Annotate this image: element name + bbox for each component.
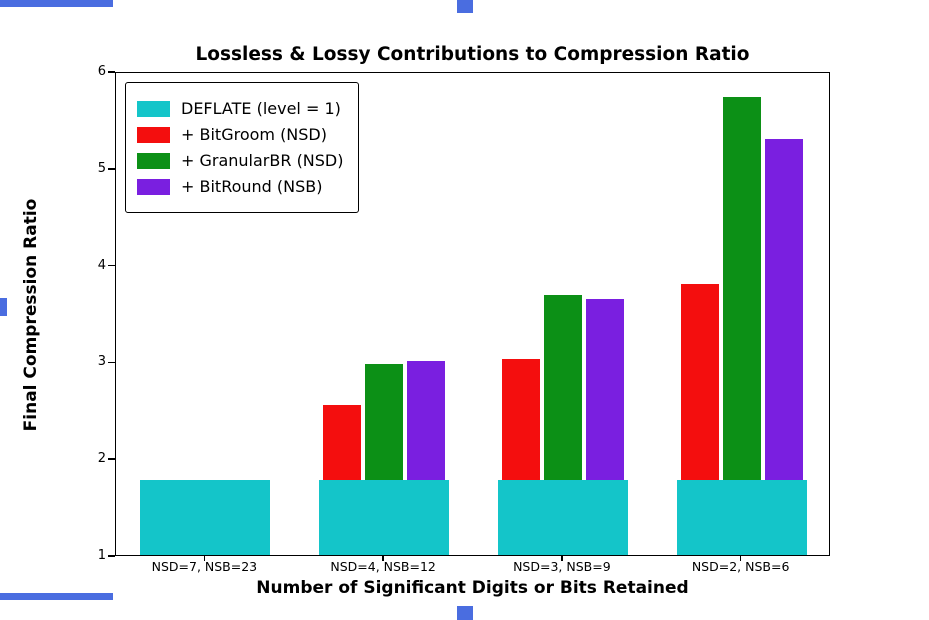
x-tick-label: NSD=7, NSB=23	[151, 559, 258, 574]
bar-overlay	[543, 294, 582, 480]
edge-marker-bottom-left	[0, 593, 113, 600]
y-tick-label: 2	[97, 451, 106, 467]
legend-label: + BitGroom (NSD)	[181, 125, 327, 144]
bar-baseline	[497, 479, 628, 555]
y-tick-mark	[108, 458, 115, 460]
legend-item: + BitGroom (NSD)	[137, 125, 344, 144]
y-tick-label: 1	[97, 548, 106, 563]
bar-overlay	[585, 299, 624, 480]
legend-label: + GranularBR (NSD)	[181, 151, 344, 170]
y-tick-label: 5	[97, 160, 106, 176]
plot-area: DEFLATE (level = 1) + BitGroom (NSD) + Gra…	[115, 72, 830, 556]
bar-overlay	[501, 358, 540, 480]
legend-swatch	[137, 100, 170, 117]
x-axis-label: Number of Significant Digits or Bits Ret…	[256, 578, 689, 598]
bar-baseline	[319, 479, 450, 555]
y-tick-mark	[108, 361, 115, 364]
bar-baseline	[140, 479, 271, 555]
y-tick-mark	[108, 71, 115, 73]
legend-swatch	[137, 178, 170, 195]
legend-label: + BitRound (NSB)	[181, 177, 323, 196]
y-tick-mark	[108, 168, 115, 170]
x-tick-mark	[561, 556, 563, 561]
bar-overlay	[764, 138, 803, 480]
legend-item: + GranularBR (NSD)	[137, 151, 344, 170]
legend-swatch	[137, 126, 170, 143]
legend-swatch	[137, 152, 170, 169]
x-tick-mark	[382, 556, 384, 561]
y-tick-label: 3	[97, 354, 106, 370]
legend-item: DEFLATE (level = 1)	[137, 99, 344, 118]
x-tick-mark	[203, 556, 206, 561]
y-tick-label: 6	[97, 64, 106, 79]
x-tick-label: NSD=3, NSB=9	[513, 559, 611, 574]
x-tick-label: NSD=4, NSB=12	[330, 559, 436, 574]
legend-label: DEFLATE (level = 1)	[181, 99, 341, 118]
bar-overlay	[722, 97, 761, 480]
y-tick-mark	[108, 264, 115, 267]
edge-marker-top-left	[0, 0, 113, 7]
bar-baseline	[676, 479, 807, 555]
edge-marker-bottom-center	[457, 606, 473, 620]
bar-overlay	[407, 361, 446, 480]
legend: DEFLATE (level = 1) + BitGroom (NSD) + Gra…	[125, 82, 359, 213]
edge-marker-top-center	[457, 0, 473, 13]
y-tick-label: 4	[97, 257, 106, 273]
legend-item: + BitRound (NSB)	[137, 177, 344, 196]
y-tick-mark	[108, 555, 115, 557]
y-axis-label: Final Compression Ratio	[21, 198, 41, 432]
bar-overlay	[365, 364, 404, 480]
edge-marker-left-middle	[0, 298, 7, 316]
x-tick-label: NSD=2, NSB=6	[691, 559, 790, 574]
bar-overlay	[323, 404, 362, 480]
bar-overlay	[680, 283, 719, 480]
chart-title: Lossless & Lossy Contributions to Compre…	[195, 44, 750, 65]
x-tick-mark	[739, 556, 742, 561]
